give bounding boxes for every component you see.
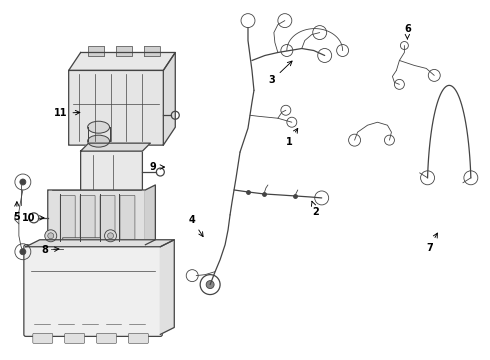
FancyBboxPatch shape: [48, 190, 146, 245]
FancyBboxPatch shape: [65, 333, 85, 343]
FancyBboxPatch shape: [24, 245, 162, 336]
Polygon shape: [26, 240, 174, 247]
Text: 7: 7: [426, 233, 438, 253]
Circle shape: [84, 244, 94, 254]
Circle shape: [45, 230, 57, 242]
Circle shape: [107, 233, 114, 239]
FancyBboxPatch shape: [120, 195, 135, 239]
Polygon shape: [163, 53, 175, 145]
Ellipse shape: [88, 121, 110, 133]
FancyBboxPatch shape: [100, 195, 115, 239]
FancyBboxPatch shape: [97, 333, 117, 343]
Polygon shape: [146, 185, 155, 245]
Ellipse shape: [88, 135, 110, 147]
FancyBboxPatch shape: [117, 46, 132, 57]
Text: 9: 9: [150, 162, 165, 172]
Circle shape: [20, 179, 26, 185]
Polygon shape: [160, 240, 174, 334]
Circle shape: [70, 246, 75, 252]
Text: 10: 10: [22, 213, 44, 223]
FancyBboxPatch shape: [69, 71, 163, 145]
Polygon shape: [69, 53, 175, 71]
FancyBboxPatch shape: [81, 151, 143, 193]
Text: 11: 11: [54, 108, 80, 118]
Text: 8: 8: [41, 245, 59, 255]
Text: 1: 1: [286, 129, 298, 147]
Text: 6: 6: [404, 24, 411, 39]
Text: 4: 4: [189, 215, 203, 237]
FancyBboxPatch shape: [80, 195, 95, 239]
Text: 5: 5: [14, 202, 20, 222]
FancyBboxPatch shape: [63, 238, 100, 260]
Text: 3: 3: [269, 61, 292, 85]
Circle shape: [104, 230, 117, 242]
Text: 2: 2: [312, 201, 319, 217]
FancyBboxPatch shape: [128, 333, 148, 343]
Circle shape: [206, 280, 214, 289]
FancyBboxPatch shape: [60, 195, 75, 239]
Circle shape: [48, 233, 54, 239]
FancyBboxPatch shape: [89, 46, 104, 57]
Circle shape: [66, 242, 80, 256]
FancyBboxPatch shape: [145, 46, 160, 57]
Circle shape: [20, 249, 26, 255]
Polygon shape: [81, 143, 150, 151]
FancyBboxPatch shape: [33, 333, 53, 343]
